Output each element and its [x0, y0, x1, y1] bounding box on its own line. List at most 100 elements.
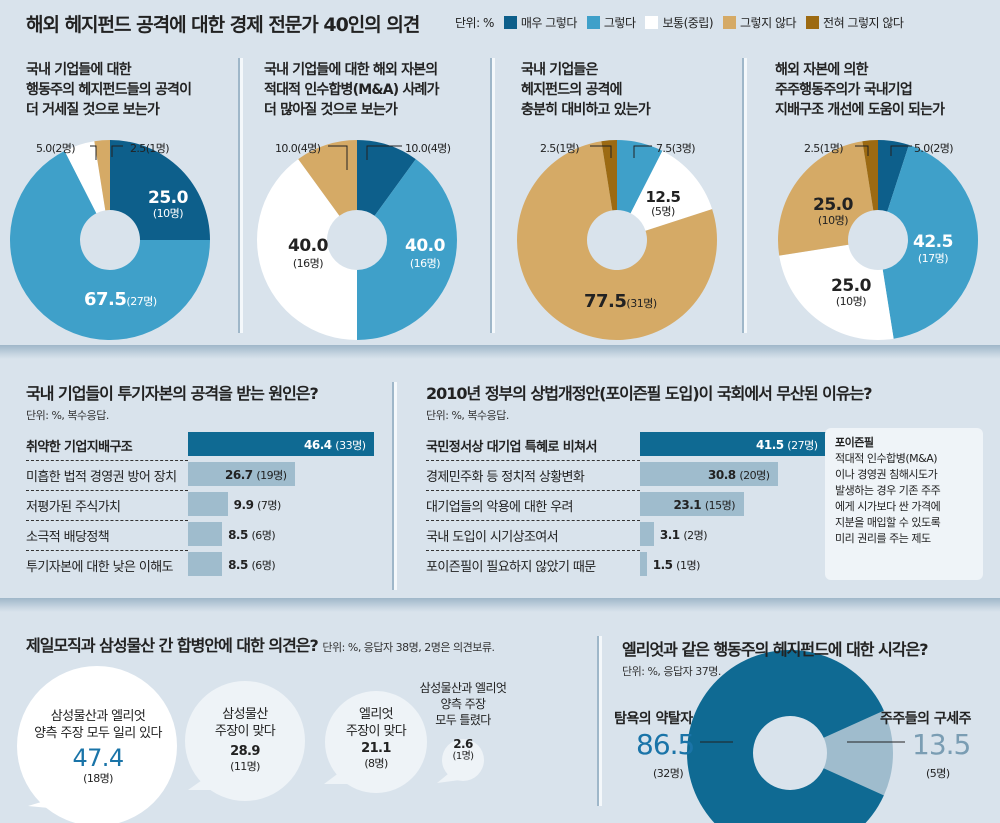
bar-category-label: 국민정서상 대기업 특혜로 비쳐서	[426, 440, 597, 455]
bar-chart-2-title: 2010년 정부의 상법개정안(포이즌필 도입)이 국회에서 무산된 이유는?	[426, 384, 873, 403]
bar-chart-1: 취약한 기업지배구조 46.4 (33명) 미흡한 법적 경영권 방어 장치 26.7…	[26, 430, 386, 585]
bar-chart-1-unit: 단위: %, 복수응답.	[26, 409, 109, 422]
donut-2-slice-2	[257, 159, 357, 340]
bubble-label: 양측 주장	[440, 697, 487, 711]
bar	[640, 492, 744, 516]
bar-value-label: 30.8 (20명)	[708, 468, 770, 482]
title-line: 국내 기업들에 대한	[26, 62, 132, 78]
value: 67.5	[84, 289, 127, 310]
bubble-label: 삼성물산과 엘리엇	[50, 709, 146, 724]
bubble-3-text: 엘리엇 주장이 맞다 21.1 (8명)	[331, 706, 421, 771]
leader-line	[633, 145, 652, 158]
donut-4-slice-0	[878, 140, 909, 212]
donut-2-slice-1	[357, 159, 457, 340]
bar	[188, 522, 223, 546]
count: (31명)	[626, 297, 657, 310]
legend-label-4: 전혀 그렇지 않다	[823, 16, 904, 30]
bubble-label: 삼성물산과 엘리엇	[419, 681, 507, 695]
donut-4-value-neutral: 25.0	[831, 276, 871, 296]
donut-4-value-disagree: 25.0	[813, 195, 853, 215]
bubble-3	[324, 691, 427, 793]
count: (27명)	[126, 295, 157, 308]
activist-label-predator: 탐욕의 약탈자	[614, 711, 693, 727]
bubble-label: 엘리엇	[358, 707, 394, 722]
row-divider	[426, 520, 640, 521]
row-divider	[426, 460, 640, 461]
bubble-chart-title: 제일모직과 삼성물산 간 합병안에 대한 의견은?	[26, 636, 319, 655]
leader-line	[328, 145, 348, 170]
donut-2-title: 국내 기업들에 대한 해외 자본의 적대적 인수합병(M&A) 사례가 더 많아…	[264, 60, 440, 120]
leader-line	[890, 145, 912, 156]
legend-swatch-1	[586, 16, 600, 29]
donut-1-slice-2	[64, 141, 106, 214]
donut-3-label-strongly-disagree: 2.5(1명)	[540, 142, 580, 155]
donut-2-slice-0	[357, 140, 416, 216]
bar	[640, 552, 647, 576]
bar-value-label: 8.5 (6명)	[228, 528, 276, 542]
value: 77.5	[584, 291, 627, 312]
leader-line	[111, 145, 123, 157]
donut-4-count-disagree: (10명)	[817, 214, 849, 227]
note-line: 미리 권리를 주는 제도	[835, 532, 931, 545]
leader-line	[90, 145, 97, 160]
title-line: 충분히 대비하고 있는가	[521, 102, 651, 118]
legend: 단위: % 매우 그렇다 그렇다 보통(중립) 그렇지 않다 전혀 그렇지 않다	[455, 14, 904, 31]
note-line: 지분을 매입할 수 있도록	[835, 516, 941, 529]
bubble-1	[17, 666, 177, 823]
donut-3-slice-2	[517, 141, 717, 340]
note-title: 포이즌필	[835, 436, 874, 449]
bar-category-label: 소극적 배당정책	[26, 530, 110, 545]
donut-1-value-agree: 67.5(27명)	[84, 290, 157, 309]
donut-1-label-neutral: 5.0(2명)	[36, 142, 76, 155]
bubble-value: 47.4	[72, 744, 124, 772]
bubble-shapes	[17, 666, 484, 823]
bar-chart-2: 국민정서상 대기업 특혜로 비쳐서 41.5 (27명) 경제민주화 등 정치적 상…	[426, 430, 826, 585]
bar-category-label: 대기업들의 악용에 대한 우려	[426, 500, 574, 515]
bar	[188, 552, 223, 576]
legend-swatch-4	[806, 16, 820, 29]
bar-value-label: 23.1 (15명)	[673, 498, 736, 512]
donut-3-title: 국내 기업들은 헤지펀드의 공격에 충분히 대비하고 있는가	[521, 60, 651, 120]
donut-2-slice-3	[298, 140, 357, 216]
bubble-count: (18명)	[83, 772, 113, 785]
activist-value-savior: 13.5	[912, 728, 971, 761]
row-divider	[426, 550, 640, 551]
title-line: 더 많아질 것으로 보는가	[264, 102, 398, 118]
bubble-count: (8명)	[364, 757, 388, 770]
bar-value-label: 46.4 (33명)	[304, 438, 366, 452]
bar	[640, 432, 826, 456]
bubble-label: 양측 주장 모두 일리 있다	[34, 726, 162, 741]
bar-value-label: 1.5 (1명)	[652, 558, 701, 572]
donut-2-count-agree: (16명)	[409, 257, 441, 270]
divider	[238, 58, 243, 333]
title-line: 국내 기업들은	[521, 62, 598, 78]
activist-slice-predator	[687, 650, 884, 823]
donut-4-title: 해외 자본에 의한 주주행동주의가 국내기업 지배구조 개선에 도움이 되는가	[775, 60, 945, 120]
legend-swatch-0	[503, 16, 517, 29]
legend-label-0: 매우 그렇다	[520, 16, 578, 30]
bar-value-label: 3.1 (2명)	[659, 528, 708, 542]
row-divider	[426, 490, 640, 491]
bar-value-label: 41.5 (27명)	[756, 438, 818, 452]
bubble-value: 21.1	[361, 741, 391, 756]
bar	[188, 462, 296, 486]
divider	[392, 382, 397, 590]
bubble-label: 삼성물산	[222, 707, 268, 722]
bubble-4-text: 삼성물산과 엘리엇 양측 주장 모두 틀렸다 2.6 (1명)	[408, 680, 518, 763]
donut-3-value-neutral: 12.5	[645, 188, 681, 206]
bubble-chart-header: 제일모직과 삼성물산 간 합병안에 대한 의견은? 단위: %, 응답자 38명…	[26, 632, 495, 656]
activist-count-savior: (5명)	[926, 767, 950, 780]
activist-slice-savior	[823, 710, 893, 796]
activist-chart-unit: 단위: %, 응답자 37명.	[622, 665, 721, 678]
donut-4-slice-1	[882, 144, 979, 339]
donut-1-title: 국내 기업들에 대한 행동주의 헤지펀드들의 공격이 더 거세질 것으로 보는가	[26, 60, 192, 120]
bubble-count: (11명)	[230, 760, 260, 773]
title-line: 헤지펀드의 공격에	[521, 82, 623, 98]
bar	[640, 522, 654, 546]
bar	[640, 462, 779, 486]
bar-category-label: 취약한 기업지배구조	[26, 440, 133, 455]
bar-category-label: 저평가된 주식가치	[26, 500, 121, 515]
activist-value-predator: 86.5	[636, 728, 695, 761]
bubble-label: 모두 틀렸다	[435, 713, 491, 727]
leader-line	[855, 145, 869, 156]
